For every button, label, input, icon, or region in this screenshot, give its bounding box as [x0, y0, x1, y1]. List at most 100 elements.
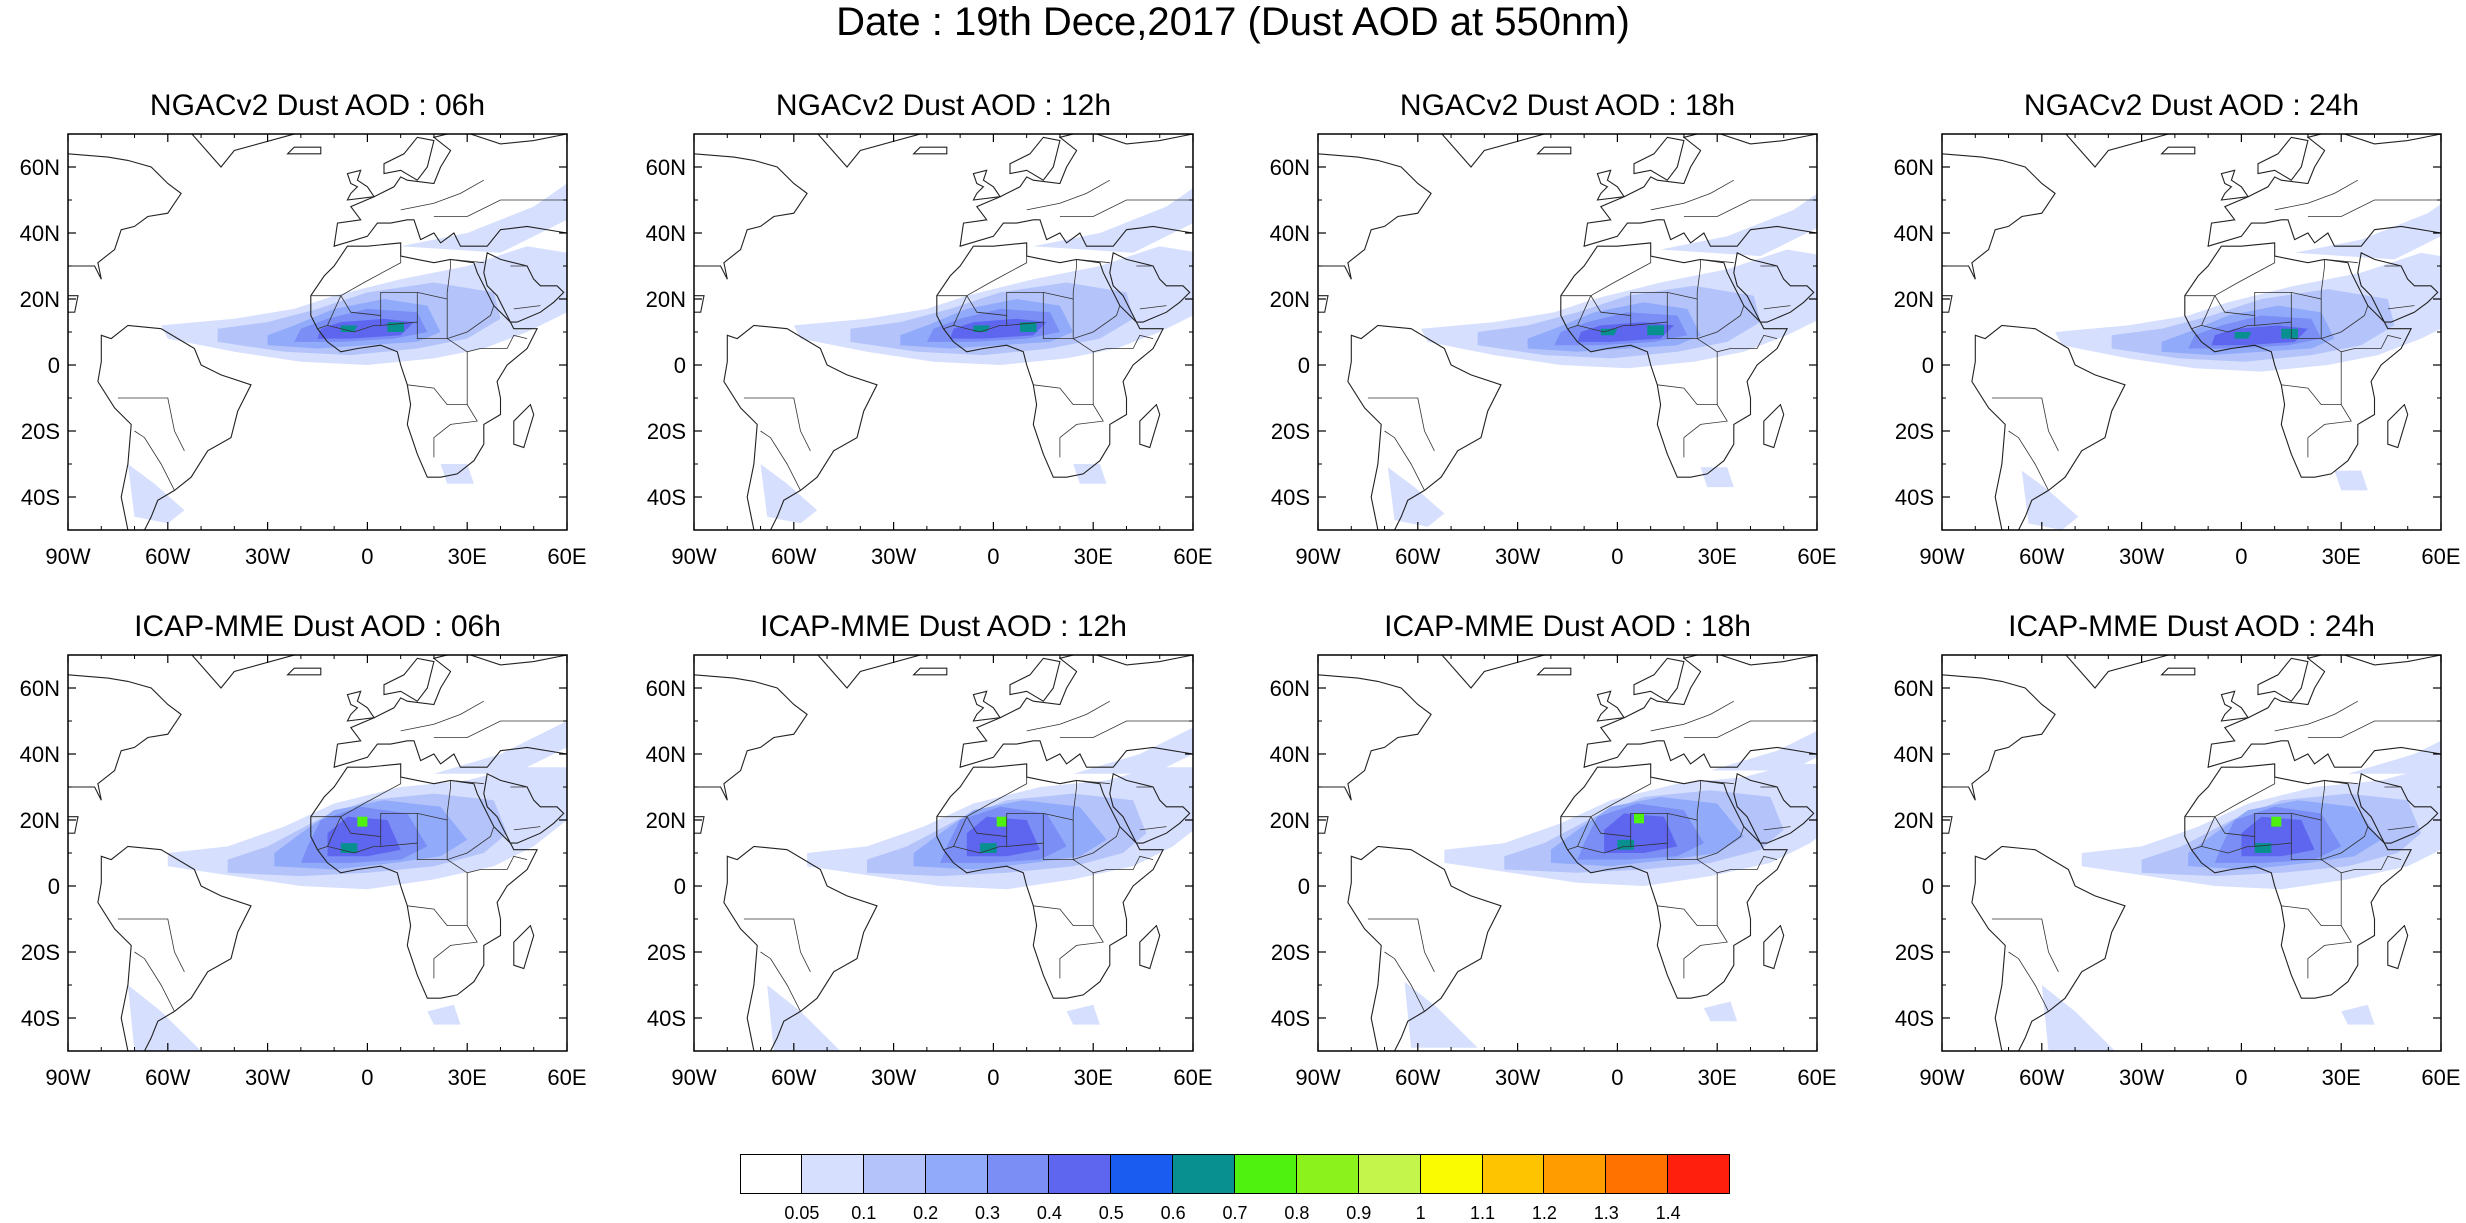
madagascar-coastline — [2387, 403, 2409, 449]
south-america-coastline — [723, 324, 878, 530]
country-border — [400, 700, 484, 732]
figure-title: Date : 19th Dece,2017 (Dust AOD at 550nm… — [836, 0, 1630, 44]
country-border — [1657, 905, 1718, 927]
lat-tick-label: 20N — [1894, 808, 1934, 833]
africa-coastline — [936, 242, 1164, 478]
aod-contour — [760, 464, 818, 524]
country-border — [936, 780, 1078, 837]
aod-contour — [2271, 816, 2282, 827]
aod-contour — [2234, 332, 2252, 339]
aod-contour — [1073, 727, 1193, 774]
central-america-coastline — [694, 295, 705, 313]
aod-contour — [2254, 843, 2272, 853]
map-panel: 90W 60W 30W 0 30E 60E 60N 40N 20N 0 20S 40S ICAP-MME… — [0, 607, 590, 1127]
country-border — [1006, 826, 1121, 861]
country-border — [743, 397, 811, 451]
country-border — [407, 905, 468, 927]
country-border — [446, 855, 528, 874]
colorbar-label: 1.4 — [1655, 1203, 1681, 1223]
lat-tick-label: 40N — [20, 221, 60, 246]
country-border — [2307, 199, 2441, 217]
madagascar-coastline — [513, 403, 535, 449]
lon-tick-label: 60E — [1797, 544, 1836, 569]
aod-contour — [1647, 325, 1664, 336]
map-plot: 90W 60W 30W 0 30E 60E 60N 40N 20N 0 20S 40S — [1270, 654, 1837, 1090]
map-panel: 90W 60W 30W 0 30E 60E 60N 40N 20N 0 20S 40S NGACv2 D… — [0, 86, 590, 606]
country-border — [1072, 855, 1154, 874]
country-border — [2184, 259, 2326, 316]
lon-tick-label: 60E — [547, 1065, 586, 1090]
aod-contour — [1020, 322, 1037, 332]
british-isles-coastline — [346, 690, 376, 722]
aod-contour — [1703, 1001, 1738, 1022]
aod-contour — [357, 816, 368, 827]
panel-title: ICAP-MME Dust AOD : 24h — [2008, 610, 2375, 643]
map-panel: 90W 60W 30W 0 30E 60E 60N 40N 20N 0 20S 40S NGACv2 D… — [626, 86, 1216, 606]
country-border — [1006, 305, 1121, 340]
colorbar-swatch — [925, 1154, 988, 1194]
lon-tick-label: 0 — [987, 544, 999, 569]
country-border — [117, 397, 185, 451]
colorbar-swatch — [1049, 1154, 1112, 1194]
country-border — [953, 324, 1007, 333]
country-border — [1696, 334, 1778, 353]
lat-tick-label: 40N — [1894, 221, 1934, 246]
panel-title: ICAP-MME Dust AOD : 12h — [760, 610, 1127, 643]
lat-tick-label: 0 — [1922, 874, 1934, 899]
lat-tick-label: 40S — [647, 485, 686, 510]
colorbar-swatch — [740, 1154, 802, 1194]
aod-contour — [767, 985, 841, 1051]
iceland-coastline — [912, 146, 948, 155]
lon-tick-label: 30W — [245, 1065, 290, 1090]
scandinavia-coastline — [1633, 136, 1685, 181]
country-border — [2008, 430, 2049, 491]
aod-contour — [1033, 188, 1193, 253]
lon-tick-label: 30W — [871, 1065, 916, 1090]
british-isles-coastline — [1596, 690, 1626, 722]
country-border — [2281, 905, 2342, 927]
iceland-coastline — [286, 667, 322, 676]
europe-coastline — [333, 655, 567, 768]
lat-tick-label: 40S — [21, 485, 60, 510]
lon-tick-label: 90W — [671, 1065, 716, 1090]
europe-coastline — [959, 655, 1193, 768]
iceland-coastline — [2160, 146, 2196, 155]
lon-tick-label: 0 — [1611, 544, 1623, 569]
country-border — [1567, 295, 1592, 330]
iceland-coastline — [286, 146, 322, 155]
country-border — [380, 305, 495, 340]
lon-tick-label: 60E — [1797, 1065, 1836, 1090]
country-border — [2307, 720, 2441, 738]
map-panel: 90W 60W 30W 0 30E 60E 60N 40N 20N 0 20S 40S ICAP-MME… — [626, 607, 1216, 1127]
lat-tick-label: 60N — [1894, 155, 1934, 180]
lat-tick-label: 40N — [1270, 742, 1310, 767]
british-isles-coastline — [2220, 169, 2250, 201]
europe-coastline — [333, 134, 567, 247]
country-border — [966, 777, 1028, 818]
lon-tick-label: 60W — [2019, 1065, 2064, 1090]
aod-contour — [1600, 328, 1618, 336]
country-border — [310, 259, 452, 316]
iceland-coastline — [2160, 667, 2196, 676]
iceland-coastline — [1536, 146, 1572, 155]
aod-contour — [2334, 470, 2368, 491]
country-border — [1683, 199, 1817, 217]
british-isles-coastline — [972, 690, 1002, 722]
country-border — [446, 334, 528, 353]
iceland-coastline — [1536, 667, 1572, 676]
colorbar-label: 0.7 — [1222, 1203, 1248, 1223]
europe-coastline — [2207, 134, 2441, 247]
lat-tick-label: 40S — [1271, 485, 1310, 510]
country-border — [433, 720, 567, 738]
lat-tick-label: 60N — [1270, 676, 1310, 701]
lon-tick-label: 0 — [2235, 544, 2247, 569]
greenland-coastline — [2065, 655, 2169, 689]
country-border — [943, 295, 968, 330]
aod-contour — [1387, 467, 1445, 527]
country-border — [1991, 918, 2059, 972]
country-border — [1076, 259, 1110, 264]
country-border — [943, 816, 968, 851]
country-border — [317, 295, 342, 330]
lat-tick-label: 20S — [647, 419, 686, 444]
lon-tick-label: 90W — [1295, 544, 1340, 569]
